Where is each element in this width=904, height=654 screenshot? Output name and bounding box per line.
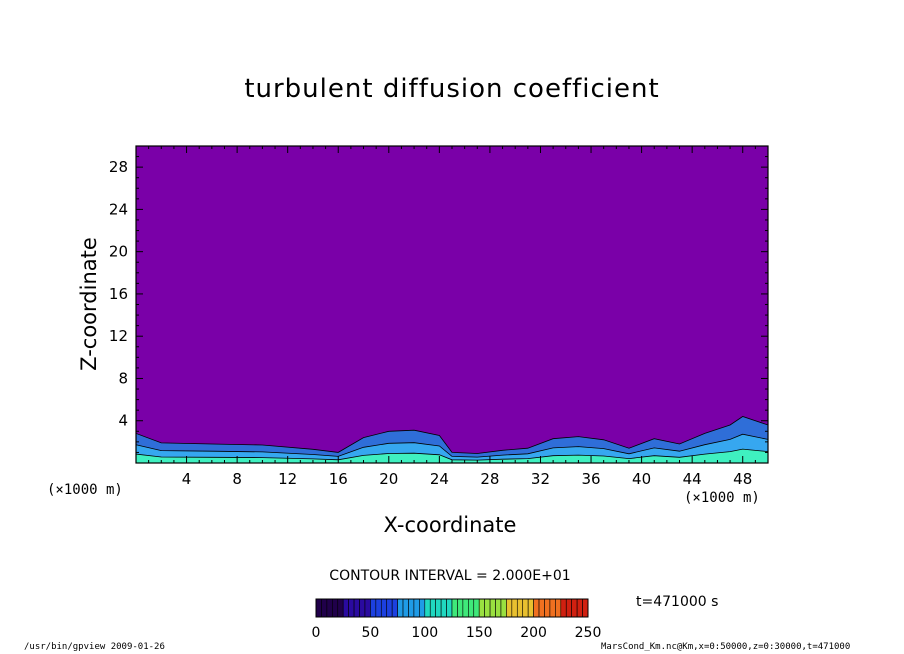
colorbar-tick-label: 200 bbox=[520, 625, 547, 641]
time-label: t=471000 s bbox=[636, 594, 719, 610]
x-tick-label: 40 bbox=[632, 470, 651, 488]
x-tick-label: 28 bbox=[480, 470, 499, 488]
colorbar-cell bbox=[408, 598, 415, 618]
colorbar-cell bbox=[511, 598, 518, 618]
y-tick-label: 16 bbox=[109, 285, 128, 303]
colorbar-cell bbox=[565, 598, 572, 618]
colorbar-cell bbox=[533, 598, 540, 618]
colorbar-cell bbox=[440, 598, 447, 618]
colorbar-cell bbox=[538, 598, 545, 618]
boundary-layer-medium bbox=[135, 433, 769, 464]
colorbar-tick-label: 100 bbox=[411, 625, 438, 641]
x-tick-label: 12 bbox=[278, 470, 297, 488]
colorbar-cell bbox=[560, 598, 567, 618]
x-tick-label: 24 bbox=[430, 470, 449, 488]
y-axis-label: Z-coordinate bbox=[77, 237, 101, 371]
x-tick-label: 4 bbox=[182, 470, 192, 488]
x-unit-left: (×1000 m) bbox=[47, 482, 123, 498]
colorbar-cell bbox=[549, 598, 556, 618]
colorbar-cell bbox=[359, 598, 366, 618]
colorbar-cell bbox=[391, 598, 398, 618]
colorbar-cell bbox=[419, 598, 426, 618]
colorbar-cell bbox=[315, 598, 322, 618]
colorbar-cell bbox=[429, 598, 436, 618]
x-unit-right: (×1000 m) bbox=[684, 490, 760, 506]
colorbar-cell bbox=[332, 598, 339, 618]
y-tick-label: 24 bbox=[109, 200, 128, 218]
x-tick-label: 32 bbox=[531, 470, 550, 488]
colorbar-cell bbox=[506, 598, 513, 618]
colorbar-cell bbox=[446, 598, 453, 618]
colorbar-cell bbox=[380, 598, 388, 618]
colorbar-cell bbox=[473, 598, 480, 618]
colorbar-cell bbox=[451, 598, 458, 618]
colorbar-tick-label: 0 bbox=[312, 625, 321, 641]
colorbar-cell bbox=[326, 598, 333, 618]
colorbar-cell bbox=[457, 598, 464, 618]
colorbar-cell bbox=[468, 598, 475, 618]
colorbar-cell bbox=[342, 598, 349, 618]
colorbar-cell bbox=[321, 598, 328, 618]
colorbar-cell bbox=[353, 598, 360, 618]
field-background bbox=[136, 146, 768, 463]
y-tick-label: 12 bbox=[109, 327, 128, 345]
colorbar-cell bbox=[489, 598, 496, 618]
colorbar-tick-label: 150 bbox=[466, 625, 493, 641]
x-tick-label: 44 bbox=[683, 470, 702, 488]
colorbar-cell bbox=[462, 598, 469, 618]
colorbar-cell bbox=[576, 598, 583, 618]
colorbar-cell bbox=[484, 598, 491, 618]
contour-interval-label: CONTOUR INTERVAL = 2.000E+01 bbox=[329, 568, 571, 584]
colorbar-tick-label: 50 bbox=[361, 625, 379, 641]
colorbar-cell bbox=[402, 598, 409, 618]
y-tick-label: 8 bbox=[118, 369, 128, 387]
footer-left: /usr/bin/gpview 2009-01-26 bbox=[24, 642, 165, 652]
x-tick-label: 16 bbox=[329, 470, 348, 488]
colorbar-cell bbox=[348, 598, 355, 618]
colorbar-cell bbox=[527, 598, 534, 618]
colorbar-cell bbox=[582, 598, 589, 618]
colorbar-cell bbox=[337, 598, 344, 618]
colorbar-cell bbox=[435, 598, 442, 618]
colorbar-cell bbox=[571, 598, 578, 618]
colorbar-cell bbox=[424, 598, 431, 618]
colorbar-cell bbox=[495, 598, 502, 618]
boundary-layer-high bbox=[135, 448, 769, 464]
colorbar-cell bbox=[375, 598, 382, 618]
x-tick-label: 8 bbox=[232, 470, 242, 488]
colorbar-cell bbox=[386, 598, 393, 618]
y-tick-label: 28 bbox=[109, 158, 128, 176]
y-tick-label: 20 bbox=[109, 243, 128, 261]
x-tick-label: 36 bbox=[581, 470, 600, 488]
colorbar-frame bbox=[315, 598, 589, 618]
colorbar-cell bbox=[364, 598, 371, 618]
colorbar-tick-label: 250 bbox=[575, 625, 602, 641]
x-tick-label: 20 bbox=[379, 470, 398, 488]
colorbar-cell bbox=[516, 598, 524, 618]
colorbar-cell bbox=[522, 598, 529, 618]
colorbar-cell bbox=[478, 598, 485, 618]
colorbar-cell bbox=[413, 598, 420, 618]
colorbar-cell bbox=[370, 598, 377, 618]
colorbar-cell bbox=[555, 598, 562, 618]
x-axis-label: X-coordinate bbox=[383, 513, 517, 537]
footer-right: MarsCond_Km.nc@Km,x=0:50000,z=0:30000,t=… bbox=[601, 642, 851, 652]
y-tick-label: 4 bbox=[118, 412, 128, 430]
x-tick-label: 48 bbox=[733, 470, 752, 488]
colorbar-cell bbox=[500, 598, 507, 618]
colorbar-cell bbox=[397, 598, 404, 618]
colorbar-cell bbox=[544, 598, 551, 618]
chart-title: turbulent diffusion coefficient bbox=[244, 74, 660, 104]
